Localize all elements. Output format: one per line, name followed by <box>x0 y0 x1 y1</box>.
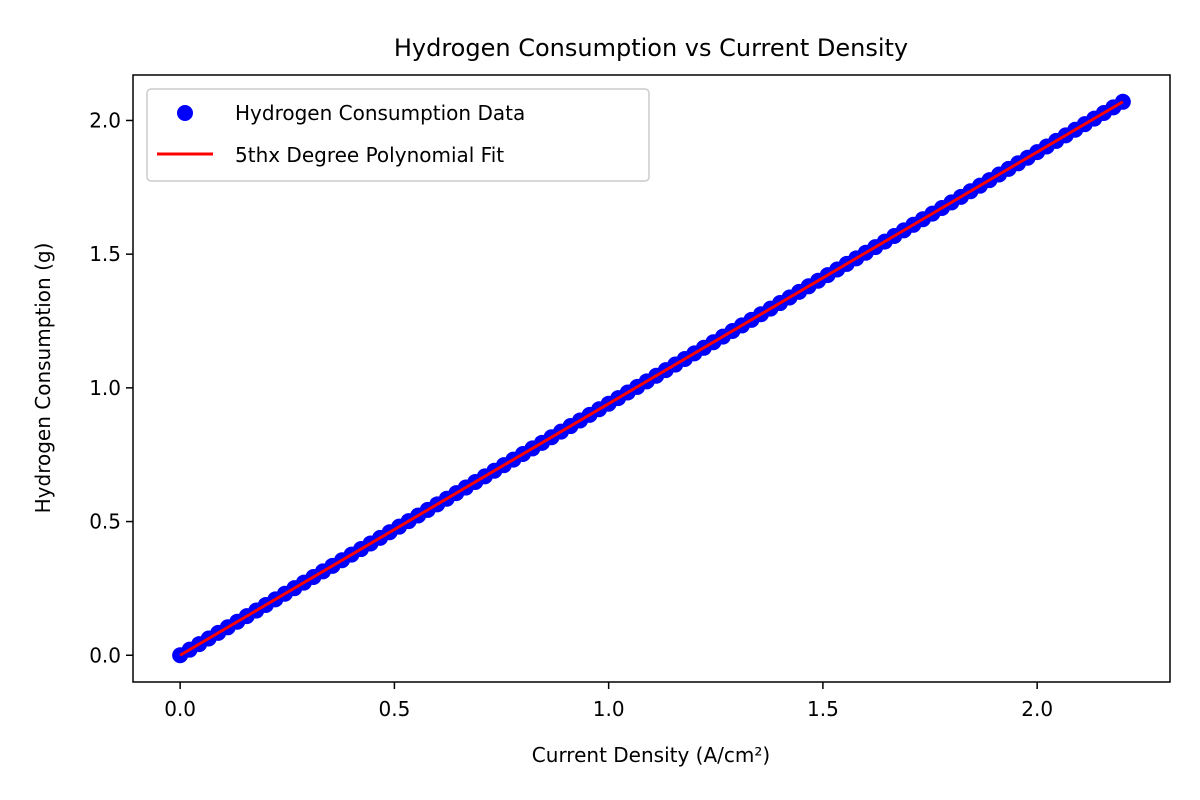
y-axis-ticks: 0.0 0.5 1.0 1.5 2.0 <box>89 108 133 667</box>
y-axis-label: Hydrogen Consumption (g) <box>31 243 55 514</box>
chart-title: Hydrogen Consumption vs Current Density <box>394 34 908 62</box>
x-tick-label: 1.0 <box>593 697 625 721</box>
x-axis-ticks: 0.0 0.5 1.0 1.5 2.0 <box>164 682 1053 721</box>
legend-label-data: Hydrogen Consumption Data <box>235 101 525 125</box>
y-tick-label: 1.0 <box>89 376 121 400</box>
fit-line <box>179 100 1124 657</box>
legend-label-fit: 5thx Degree Polynomial Fit <box>235 143 504 167</box>
legend-marker-data <box>177 105 193 121</box>
y-tick-label: 0.0 <box>89 643 121 667</box>
x-tick-label: 0.5 <box>378 697 410 721</box>
x-axis-label: Current Density (A/cm²) <box>532 743 770 767</box>
y-tick-label: 0.5 <box>89 510 121 534</box>
legend: Hydrogen Consumption Data 5thx Degree Po… <box>146 88 650 182</box>
y-tick-label: 1.5 <box>89 242 121 266</box>
x-tick-label: 1.5 <box>807 697 839 721</box>
x-tick-label: 2.0 <box>1021 697 1053 721</box>
data-layer <box>172 93 1131 664</box>
x-tick-label: 0.0 <box>164 697 196 721</box>
y-tick-label: 2.0 <box>89 108 121 132</box>
legend-box <box>146 88 650 182</box>
